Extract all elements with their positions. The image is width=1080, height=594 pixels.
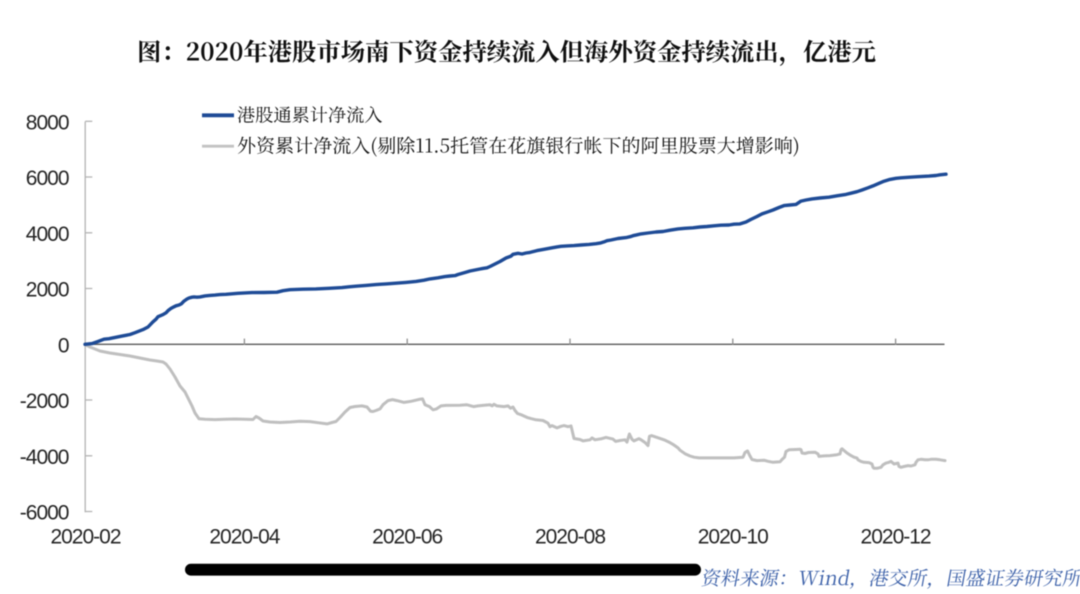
svg-text:0: 0 [58,335,69,358]
svg-text:-4000: -4000 [20,446,69,469]
svg-text:2020-10: 2020-10 [698,525,768,548]
svg-text:-2000: -2000 [20,390,69,413]
svg-text:-6000: -6000 [20,502,69,525]
svg-text:2020-12: 2020-12 [861,525,931,548]
svg-text:4000: 4000 [26,223,69,246]
svg-text:2020-08: 2020-08 [535,525,605,548]
svg-text:2020-02: 2020-02 [50,525,120,548]
svg-text:2000: 2000 [26,279,69,302]
svg-text:8000: 8000 [26,112,69,135]
svg-text:2020-06: 2020-06 [372,525,442,548]
svg-text:6000: 6000 [26,167,69,190]
svg-text:2020-04: 2020-04 [209,525,280,548]
